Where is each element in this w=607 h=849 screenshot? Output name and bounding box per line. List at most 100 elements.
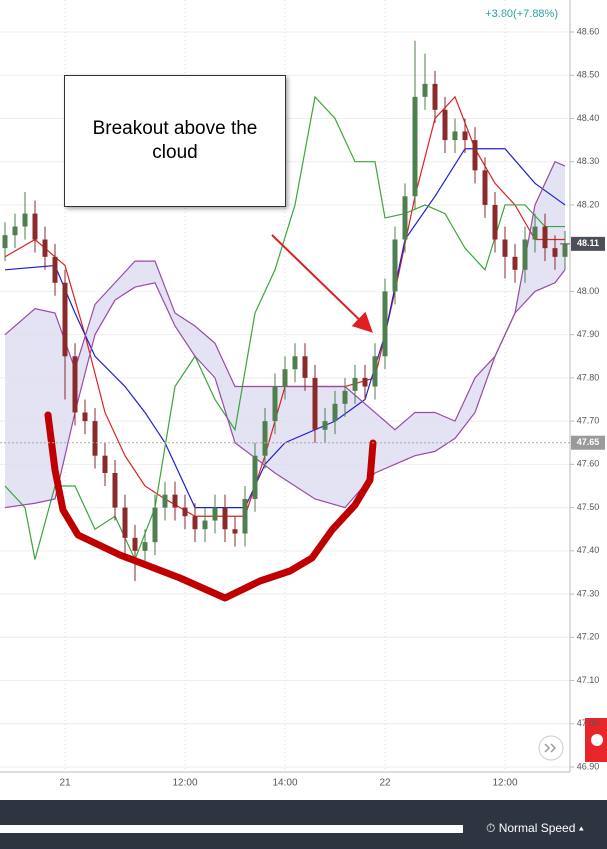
candle-body <box>92 421 98 456</box>
candle-body <box>202 520 208 530</box>
candle-body <box>552 248 558 257</box>
candle-body <box>302 356 308 378</box>
candle-body <box>502 239 508 257</box>
x-tick-label: 22 <box>379 778 391 789</box>
candle-body <box>172 494 178 508</box>
candle-body <box>542 226 548 249</box>
candle-body <box>182 507 188 517</box>
annotation: Breakout above the cloud <box>64 75 286 207</box>
candle-body <box>52 256 58 283</box>
candle-body <box>382 291 388 357</box>
scroll-chevrons <box>544 743 557 753</box>
y-tick-label: 46.90 <box>577 761 600 771</box>
candle-body <box>252 455 258 499</box>
y-tick-label: 47.90 <box>577 329 600 339</box>
candle-body <box>62 282 68 357</box>
candle-body <box>72 356 78 413</box>
candle-body <box>22 213 28 227</box>
candle-body <box>472 140 478 171</box>
y-tick-label: 48.20 <box>577 199 600 209</box>
candle-body <box>262 421 268 456</box>
bug-icon[interactable] <box>585 718 607 762</box>
candle-body <box>332 403 338 422</box>
change-label: +3.80(+7.88%) <box>485 8 558 20</box>
candle-body <box>422 83 428 97</box>
y-tick-label: 47.10 <box>577 675 600 685</box>
candle-body <box>212 507 218 521</box>
candle-body <box>442 109 448 141</box>
candle-body <box>392 239 398 292</box>
speed-control[interactable]: ⏱ Normal Speed ▴ <box>486 821 584 835</box>
y-tick-label: 47.40 <box>577 545 600 555</box>
y-tick-label: 48.30 <box>577 156 600 166</box>
speed-label: Normal Speed <box>498 821 576 835</box>
candle-body <box>342 390 348 404</box>
indicator-line <box>4 260 566 431</box>
candle-body <box>2 235 8 249</box>
y-tick-label: 47.60 <box>577 459 600 469</box>
scroll-button[interactable] <box>538 735 564 761</box>
candle-body <box>32 213 38 240</box>
candle-body <box>82 412 88 422</box>
candle-body <box>492 204 498 240</box>
candle-body <box>242 498 248 534</box>
y-tick-label: 47.30 <box>577 588 600 598</box>
arrow <box>271 234 373 333</box>
reference-tag <box>571 435 605 450</box>
y-tick-label: 47.70 <box>577 415 600 425</box>
y-tick-label: 47.00 <box>577 718 600 728</box>
reference-label: 47.65 <box>577 437 600 447</box>
candle-body <box>222 507 228 530</box>
candle-body <box>362 377 368 387</box>
candle-body <box>372 356 378 387</box>
indicator-line <box>4 148 566 509</box>
last-price-tag <box>571 236 605 251</box>
candle-body <box>102 455 108 473</box>
candle-body <box>292 356 298 370</box>
candle-body <box>162 494 168 508</box>
bug-body <box>591 734 603 746</box>
y-tick-label: 48.40 <box>577 113 600 123</box>
x-tick-label: 21 <box>59 778 71 789</box>
last-price-label: 48.11 <box>577 238 599 248</box>
chart: +3.80(+7.88%) 46.90 47.00 47.10 47.20 47.30 4… <box>0 0 607 789</box>
x-tick-label: 14:00 <box>272 778 297 789</box>
candle-body <box>12 226 18 236</box>
candle-body <box>562 243 568 257</box>
candle-body <box>512 256 518 270</box>
y-tick-label: 48.00 <box>577 286 600 296</box>
candle-body <box>112 473 118 508</box>
y-tick-label: 48.50 <box>577 70 600 80</box>
scroll-circle <box>538 735 564 761</box>
candle-body <box>232 529 238 534</box>
candle-body <box>482 170 488 205</box>
x-tick-label: 12:00 <box>492 778 517 789</box>
indicator-line <box>4 95 565 562</box>
candle-body <box>272 386 278 422</box>
candle-body <box>432 83 438 110</box>
candle-body <box>452 131 458 141</box>
candle-body <box>42 239 48 257</box>
candle-body <box>142 542 148 551</box>
y-tick-label: 48.60 <box>577 26 600 36</box>
cloud <box>5 161 565 508</box>
candle-body <box>152 507 158 543</box>
candle-body <box>532 226 538 240</box>
y-tick-label: 47.50 <box>577 502 600 512</box>
candle-body <box>192 516 198 530</box>
candle-body <box>522 239 528 270</box>
progress-slider[interactable] <box>0 825 463 833</box>
candle-body <box>312 377 318 430</box>
candle-body <box>282 369 288 387</box>
hand-drawn-curve <box>44 411 377 602</box>
candle-body <box>352 377 358 391</box>
candle-body <box>322 421 328 430</box>
candle-body <box>132 537 138 551</box>
y-tick-label: 47.20 <box>577 632 600 642</box>
x-tick-label: 12:00 <box>172 778 197 789</box>
y-tick-label: 47.80 <box>577 372 600 382</box>
candle-body <box>462 131 468 141</box>
candle-body <box>402 196 408 240</box>
candle-body <box>412 96 418 197</box>
